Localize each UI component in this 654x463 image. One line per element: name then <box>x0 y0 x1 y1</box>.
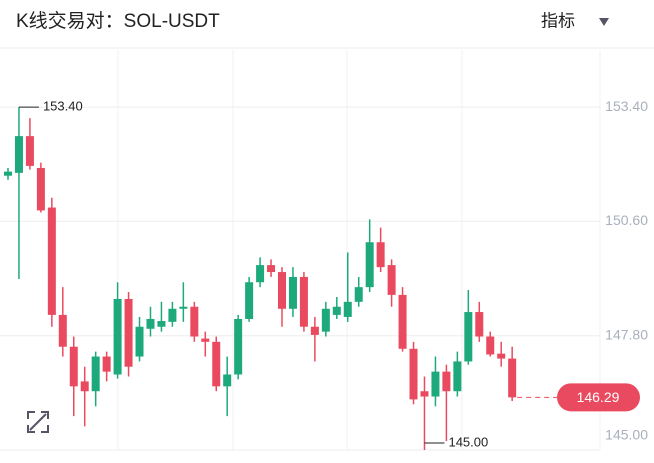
candle-body <box>354 287 363 302</box>
candle-body <box>497 353 506 359</box>
y-tick-label: 147.80 <box>605 326 648 342</box>
candle-body <box>223 374 232 387</box>
candle-body <box>25 136 34 166</box>
candle-body <box>113 298 122 375</box>
candle-body <box>80 381 89 392</box>
candle-body <box>146 318 155 329</box>
candle-body <box>135 326 144 357</box>
last-price-badge <box>557 383 640 412</box>
min-label: 145.00 <box>448 434 488 449</box>
candle-body <box>486 336 495 355</box>
candle-body <box>299 276 308 327</box>
time-grid <box>117 50 601 450</box>
candle-body <box>267 265 276 273</box>
candle-body <box>58 314 67 347</box>
candle-body <box>420 391 429 397</box>
candle-body <box>47 207 56 315</box>
candle-body <box>212 341 221 387</box>
indicator-button[interactable]: 指标 <box>541 11 575 30</box>
candle-body <box>69 346 78 387</box>
candle-body <box>475 312 484 337</box>
candle-body <box>365 242 374 288</box>
candle-body <box>256 265 265 283</box>
candle-body <box>102 356 111 372</box>
candle-body <box>332 306 341 315</box>
candle-body <box>310 326 319 335</box>
candle-body <box>245 282 254 319</box>
candle-body <box>4 171 12 176</box>
candle-body <box>168 308 177 322</box>
candle-body <box>387 265 396 295</box>
candle-body <box>398 294 407 349</box>
candle-body <box>234 318 243 375</box>
fullscreen-icon[interactable] <box>27 411 49 433</box>
candle-body <box>343 301 352 317</box>
y-tick-label: 150.60 <box>605 212 648 228</box>
candle-body <box>36 167 45 211</box>
candle-body <box>508 358 517 398</box>
y-tick-label: 153.40 <box>605 98 648 114</box>
candle-body <box>91 356 100 392</box>
candle-body <box>190 306 199 337</box>
candle-body <box>288 276 297 309</box>
dropdown-arrow[interactable] <box>599 18 609 26</box>
candle-body <box>201 338 210 342</box>
candle-body <box>442 371 451 392</box>
y-tick-label: 145.00 <box>605 427 648 443</box>
candle-body <box>409 348 418 400</box>
candle-body <box>179 306 188 309</box>
last-price-label: 146.29 <box>577 389 620 405</box>
candle-body <box>124 298 133 367</box>
candle-body <box>453 361 462 392</box>
pair-title: K线交易对：SOL-USDT <box>16 10 220 32</box>
candle-body <box>14 136 23 173</box>
candle-body <box>376 242 385 268</box>
candle-body <box>157 321 166 327</box>
max-label: 153.40 <box>43 99 83 114</box>
candle-body <box>431 371 440 397</box>
candle-body <box>321 308 330 332</box>
candle-body <box>278 272 286 309</box>
candle-body <box>464 312 473 362</box>
